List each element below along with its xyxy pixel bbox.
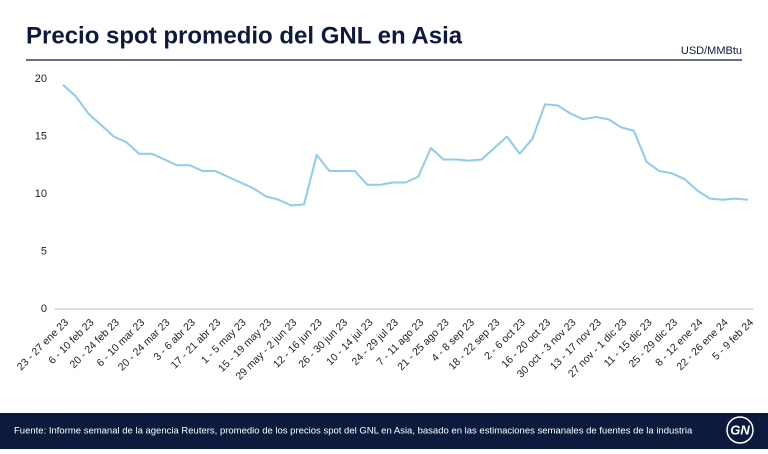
- y-tick-label: 10: [35, 188, 47, 200]
- logo-ring: [726, 416, 754, 444]
- series-line: [62, 84, 749, 207]
- logo: GN: [730, 422, 750, 437]
- source-note: Fuente: Informe semanal de la agencia Re…: [14, 426, 693, 437]
- y-tick-label: 0: [41, 303, 47, 315]
- y-tick-label: 20: [35, 73, 47, 85]
- y-axis-label: USD/MMBtu: [681, 45, 742, 57]
- chart-title: Precio spot promedio del GNL en Asia: [26, 22, 463, 49]
- footer: [0, 413, 768, 449]
- y-tick-label: 15: [35, 130, 47, 142]
- y-tick-label: 5: [41, 245, 47, 257]
